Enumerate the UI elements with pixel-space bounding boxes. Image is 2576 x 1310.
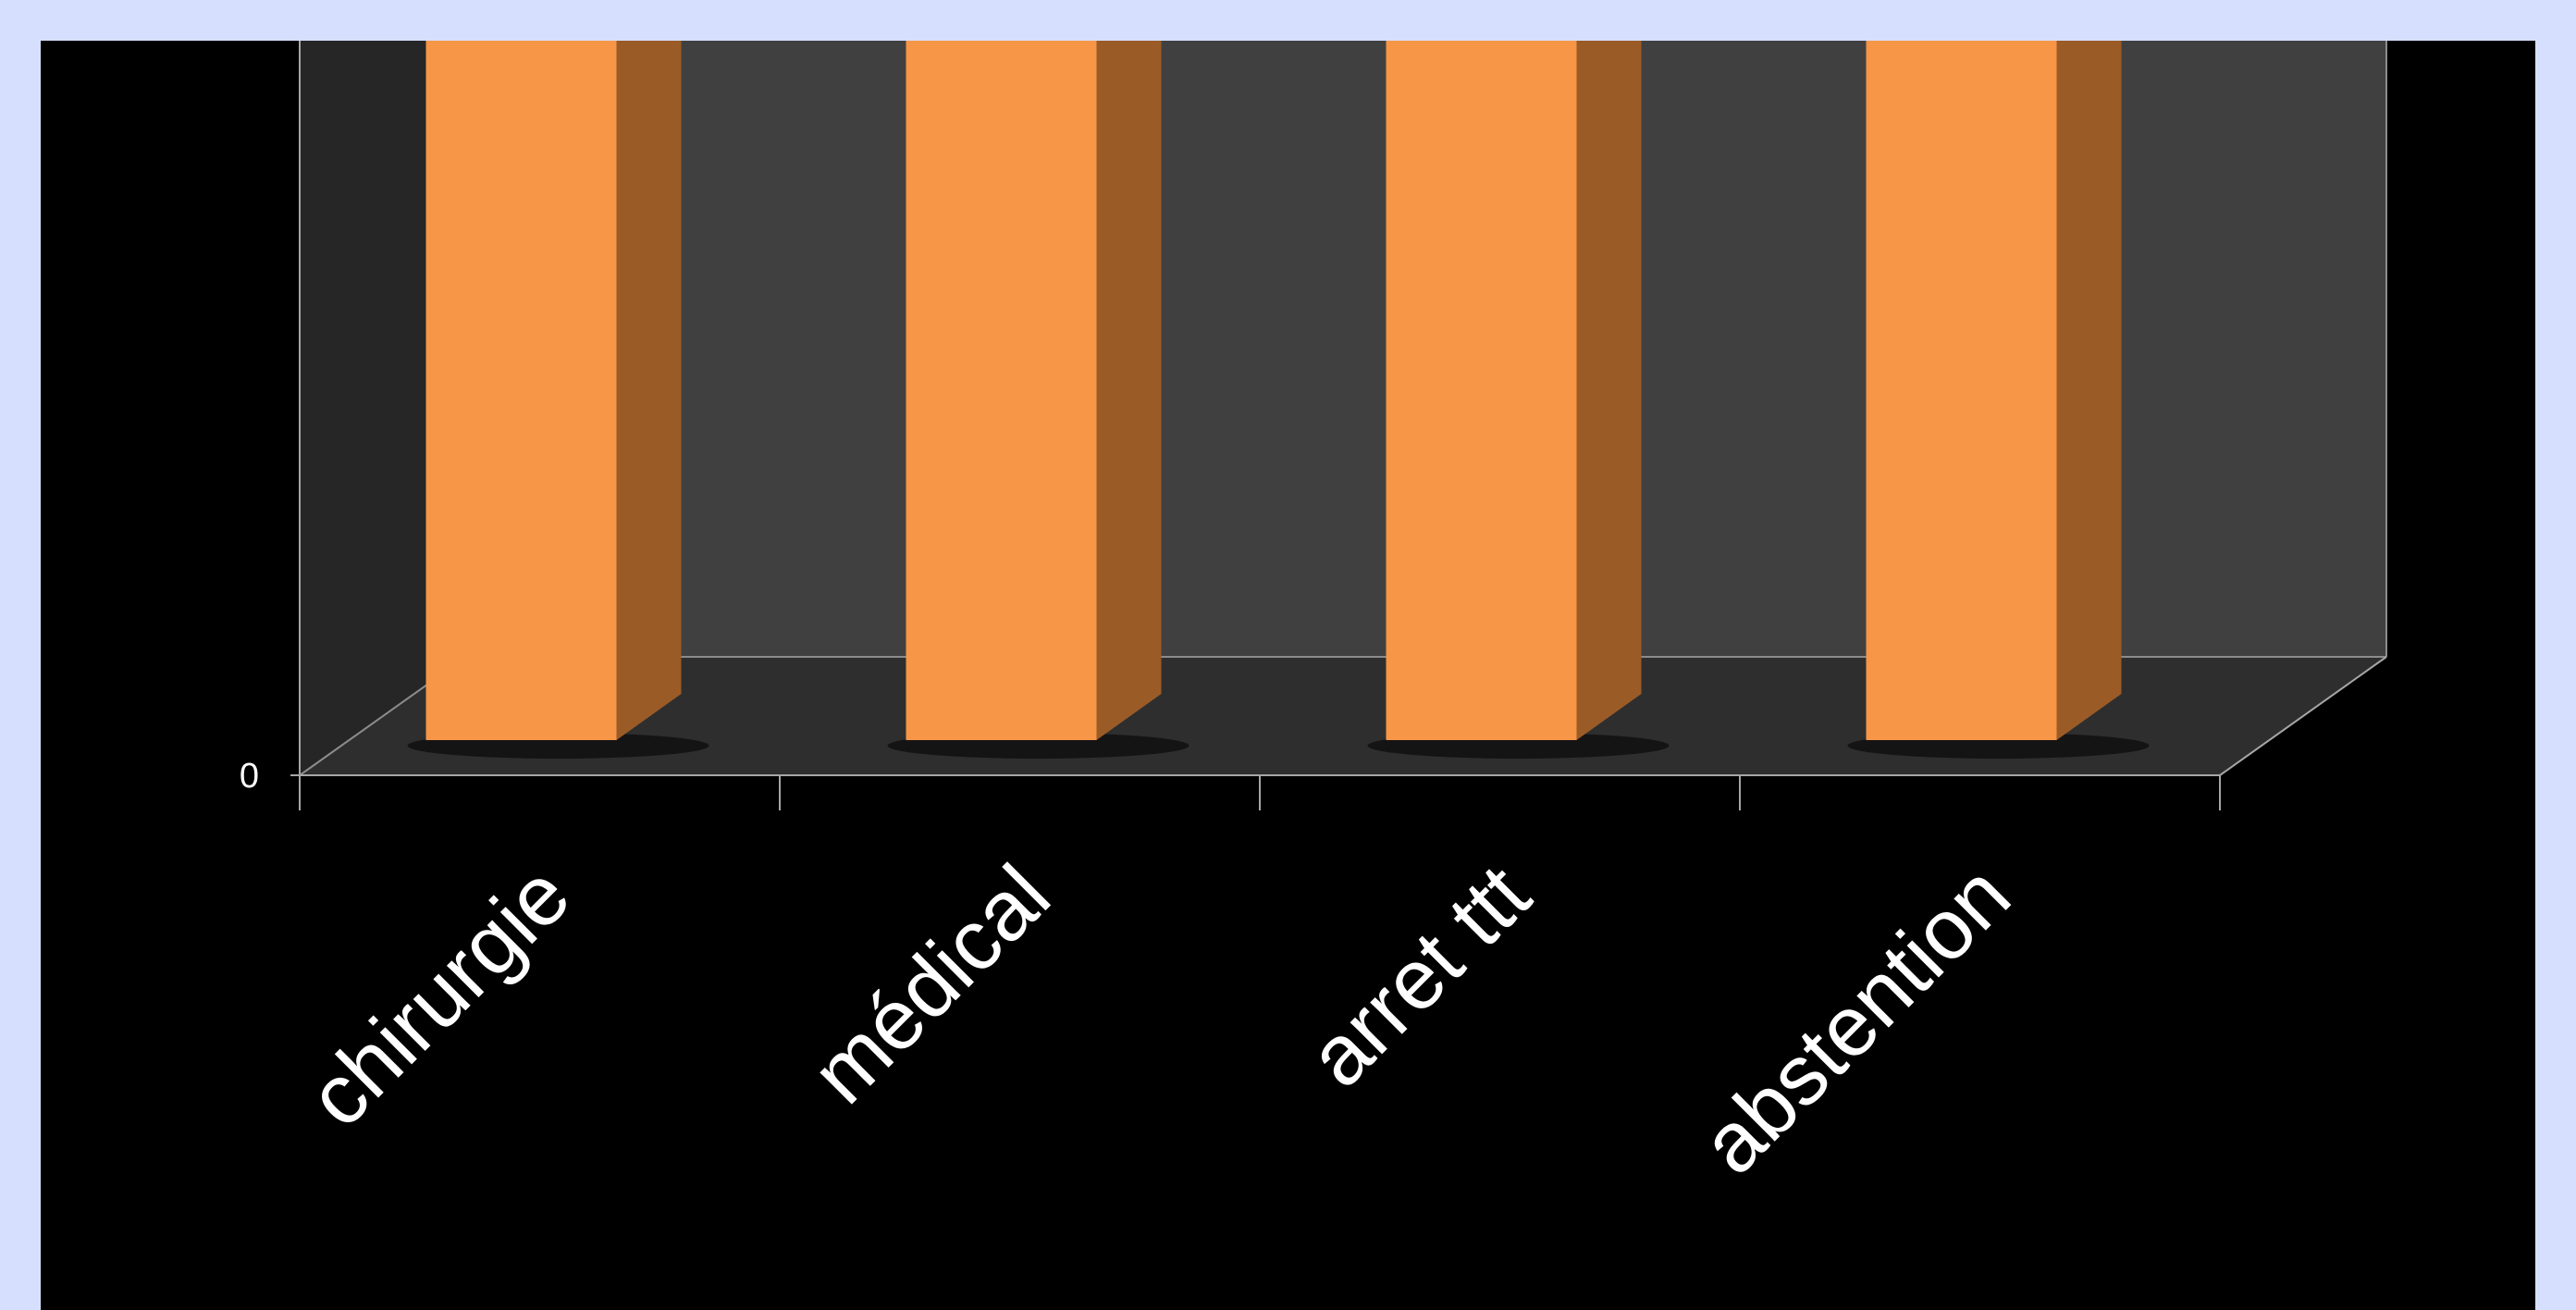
- y-axis-tick-labels: 0102030405060: [240, 757, 259, 796]
- chart-panel: 0102030405060 chirurgie médical arret ttt a…: [41, 41, 2535, 1310]
- bar-médical: [887, 41, 1189, 759]
- bar-side: [2056, 41, 2122, 740]
- chart-axes: [290, 41, 2221, 810]
- bar-side: [1096, 41, 1162, 740]
- y-tick-label-0: 0: [240, 757, 259, 796]
- bar-abstention: [1847, 41, 2150, 759]
- chart-bars: [407, 41, 2150, 759]
- x-tick-label-arret-ttt: arret ttt: [1290, 847, 1547, 1105]
- bar-front: [906, 41, 1097, 740]
- bar-side: [616, 41, 682, 740]
- bar-front: [425, 41, 617, 740]
- floor-edge: [2219, 656, 2387, 776]
- x-tick-label-médical: médical: [794, 847, 1067, 1121]
- bar-front: [1866, 41, 2057, 740]
- side-wall: [300, 41, 466, 775]
- x-tick-label-chirurgie: chirurgie: [290, 847, 588, 1145]
- bar-front: [1386, 41, 1577, 740]
- bar-arret-ttt: [1367, 41, 1670, 759]
- bar-chart: 0102030405060 chirurgie médical arret ttt a…: [240, 41, 2387, 1192]
- x-axis-tick-labels: chirurgie médical arret ttt abstention: [290, 847, 2028, 1192]
- bar-side: [1576, 41, 1642, 740]
- x-tick-label-abstention: abstention: [1683, 847, 2028, 1192]
- bar-chirurgie: [407, 41, 709, 759]
